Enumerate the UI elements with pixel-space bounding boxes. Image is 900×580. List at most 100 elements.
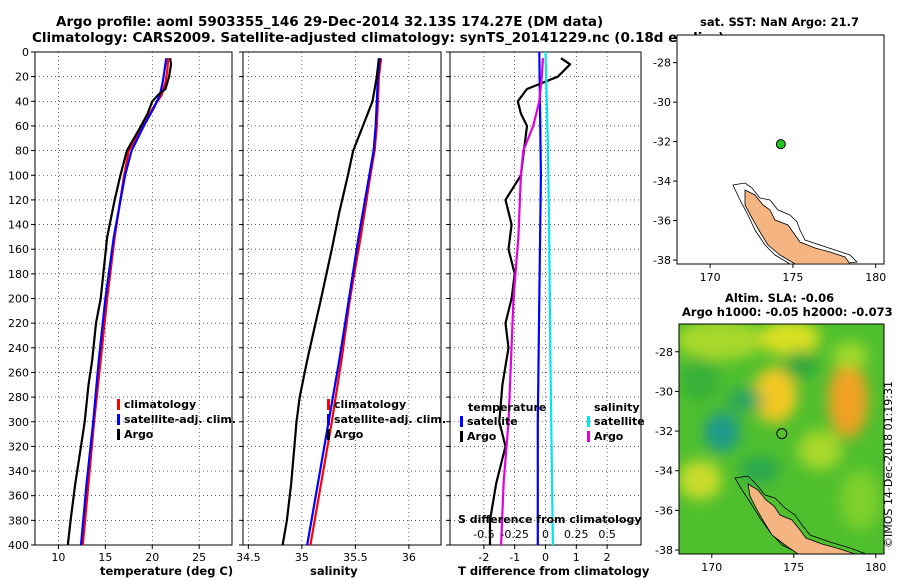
top-tick-label: 0.25 xyxy=(564,528,589,541)
series-line xyxy=(536,51,543,545)
legend-swatch xyxy=(587,416,590,427)
panel-frame xyxy=(34,51,233,546)
x-axis-label: salinity xyxy=(310,564,358,578)
map-y-tick-label: -32 xyxy=(655,425,673,438)
x-tick-label: 2 xyxy=(604,551,611,564)
panel-2: 34.5 35 35.5 36 salinity climatology satellite… xyxy=(236,51,446,578)
legend-swatch xyxy=(587,431,590,442)
top-tick-label: -0.5 xyxy=(473,528,494,541)
y-tick-label: 400 xyxy=(8,539,29,552)
top-axis-label: S difference from climatology xyxy=(458,513,642,526)
top-tick-label: 0 xyxy=(542,528,549,541)
map-y-tick-label: -30 xyxy=(655,385,673,398)
legend-swatch xyxy=(327,429,330,440)
y-tick-label: 300 xyxy=(8,416,29,429)
map-y-tick-label: -28 xyxy=(655,346,673,359)
map-y-tick-label: -38 xyxy=(655,544,673,557)
map-y-tick-label: -28 xyxy=(653,57,671,70)
map-y-tick-label: -36 xyxy=(655,504,673,517)
legend-label: satellite-adj. clim. xyxy=(334,413,446,426)
map-y-tick-label: -34 xyxy=(655,465,673,478)
x-tick-label: 20 xyxy=(145,551,159,564)
map-x-tick-label: 170 xyxy=(700,271,721,284)
map-x-tick-label: 170 xyxy=(701,561,722,574)
x-tick-label: 34.5 xyxy=(236,551,261,564)
x-axis-label: temperature (deg C) xyxy=(100,564,233,578)
sla-map-coast-outline xyxy=(734,475,867,554)
series-line xyxy=(488,57,572,545)
series-line xyxy=(544,51,554,546)
legend-label: climatology xyxy=(334,398,406,411)
profile-panels: 0204060801001201401601802002202402602803… xyxy=(8,46,650,578)
legend-swatch xyxy=(460,431,463,442)
legend-label: satellite xyxy=(467,415,518,428)
map-y-tick-label: -32 xyxy=(653,136,671,149)
sla-map-title: Altim. SLA: -0.06 xyxy=(725,291,834,305)
y-tick-label: 340 xyxy=(8,465,29,478)
sst-map-land xyxy=(744,189,851,264)
legend-swatch xyxy=(117,429,120,440)
y-tick-label: 200 xyxy=(8,293,29,306)
sla-map-subtitle: Argo h1000: -0.05 h2000: -0.073 xyxy=(682,305,893,319)
y-tick-label: 120 xyxy=(8,194,29,207)
sla-map-argo-marker xyxy=(776,428,788,440)
panel-1: 0 20 40 60 80 100 120 140 160 180 200 220 240 260 280 3… xyxy=(8,46,236,578)
x-tick-label: -1 xyxy=(509,551,520,564)
map-y-tick-label: -36 xyxy=(653,215,671,228)
x-tick-label: 36 xyxy=(402,551,416,564)
legend-swatch xyxy=(327,414,330,425)
x-tick-label: 10 xyxy=(51,551,65,564)
legend-swatch xyxy=(460,416,463,427)
y-tick-label: 140 xyxy=(8,219,29,232)
chart-title-line2: Climatology: CARS2009. Satellite-adjuste… xyxy=(32,30,724,46)
legend-swatch xyxy=(117,399,120,410)
sst-map-shelf xyxy=(732,182,858,264)
sst-map: sat. SST: NaN Argo: 21.7 -28 -30 -32 -34 -36… xyxy=(653,15,886,284)
y-tick-label: 180 xyxy=(8,268,29,281)
y-tick-label: 240 xyxy=(8,342,29,355)
sst-map-argo-marker xyxy=(775,139,786,150)
legend-label: Argo xyxy=(334,428,364,441)
x-tick-label: 1 xyxy=(573,551,580,564)
x-axis-label: T difference from climatology xyxy=(458,564,650,578)
credit: ©IMOS 14-Dec-2018 01:19:31 xyxy=(882,381,895,548)
series-line xyxy=(281,58,380,546)
x-tick-label: 0 xyxy=(542,551,549,564)
legend-title-temperature: temperature xyxy=(468,401,546,414)
chart-title-line1: Argo profile: aoml 5903355_146 29-Dec-20… xyxy=(56,14,603,30)
y-tick-label: 40 xyxy=(15,95,29,108)
top-tick-label: 0.5 xyxy=(598,528,616,541)
map-y-tick-label: -30 xyxy=(653,96,671,109)
x-tick-label: 25 xyxy=(192,551,206,564)
y-tick-label: 80 xyxy=(15,145,29,158)
y-tick-label: 60 xyxy=(15,120,29,133)
panel-frame xyxy=(449,51,642,546)
map-x-tick-label: 180 xyxy=(865,561,886,574)
legend-label: Argo xyxy=(124,428,154,441)
sla-map: Altim. SLA: -0.06 Argo h1000: -0.05 h200… xyxy=(655,291,893,574)
y-tick-label: 380 xyxy=(8,514,29,527)
map-x-tick-label: 175 xyxy=(783,561,804,574)
sst-map-title: sat. SST: NaN Argo: 21.7 xyxy=(700,15,859,29)
y-tick-label: 20 xyxy=(15,71,29,84)
panel-3: -2 -1 0 1 2T difference from climatology temp… xyxy=(446,51,650,578)
x-tick-label: 15 xyxy=(98,551,112,564)
map-y-tick-label: -34 xyxy=(653,175,671,188)
legend-label: satellite-adj. clim. xyxy=(124,413,236,426)
legend-swatch xyxy=(327,399,330,410)
series-line xyxy=(306,58,382,546)
y-tick-label: 320 xyxy=(8,440,29,453)
y-tick-label: 0 xyxy=(22,46,29,59)
sla-map-land xyxy=(747,483,856,554)
sla-map-axes: -28 -30 -32 -34 -36 -38 170 175 180 xyxy=(655,346,886,574)
sla-map-frame xyxy=(678,323,885,555)
map-x-tick-label: 175 xyxy=(782,271,803,284)
series-line xyxy=(66,58,173,546)
legend-label: Argo xyxy=(467,430,497,443)
series-line xyxy=(500,58,545,546)
map-x-tick-label: 180 xyxy=(865,271,886,284)
series-line xyxy=(79,58,168,546)
y-tick-label: 220 xyxy=(8,317,29,330)
x-tick-label: -2 xyxy=(478,551,489,564)
